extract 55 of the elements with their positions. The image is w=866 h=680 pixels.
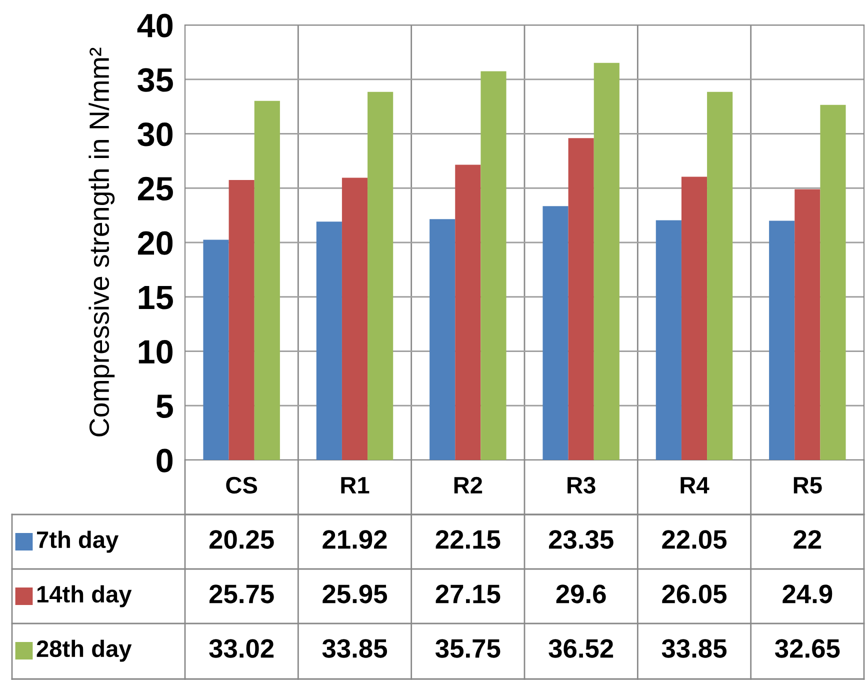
- bar: [455, 164, 481, 460]
- data-label: 21.92: [322, 530, 387, 549]
- y-axis-title: Compressive strength in N/mm²: [88, 48, 115, 436]
- data-label: 27.15: [436, 584, 500, 604]
- data-label: 33.85: [322, 639, 388, 658]
- data-label: 24.9: [782, 584, 832, 604]
- data-label: 35.75: [436, 639, 500, 658]
- bar: [769, 220, 795, 460]
- x-tick-label: R2: [454, 476, 482, 494]
- data-label: 25.75: [209, 584, 274, 604]
- data-label: 20.25: [209, 530, 274, 549]
- legend-label: 28th day: [36, 640, 132, 662]
- bar: [594, 62, 620, 460]
- y-tick-label: 40: [137, 14, 173, 38]
- data-label: 22.05: [662, 530, 727, 549]
- y-tick-label: 5: [156, 394, 173, 418]
- bar: [316, 222, 342, 460]
- bar: [656, 220, 682, 460]
- x-tick-label: R1: [341, 477, 370, 494]
- x-tick-label: R3: [568, 476, 596, 494]
- x-tick-label: CS: [226, 476, 258, 494]
- data-label: 22.15: [436, 530, 500, 549]
- y-tick-label: 15: [138, 286, 173, 310]
- bar: [254, 100, 280, 460]
- bar: [228, 180, 254, 460]
- bar: [794, 189, 820, 460]
- bar: [430, 219, 456, 460]
- y-tick-label: 10: [138, 340, 173, 364]
- data-label: 26.05: [662, 584, 727, 604]
- data-label: 33.85: [662, 639, 727, 658]
- bar: [203, 240, 229, 460]
- bar: [342, 178, 368, 460]
- y-tick-label: 0: [156, 448, 173, 472]
- y-tick-label: 20: [138, 231, 173, 255]
- bar: [480, 71, 506, 460]
- data-label: 22: [794, 530, 822, 549]
- bar: [820, 104, 846, 460]
- data-label: 25.95: [322, 584, 388, 604]
- y-tick-label: 30: [138, 122, 173, 146]
- bar: [707, 92, 733, 460]
- bar: [568, 138, 594, 460]
- y-tick-label: 25: [138, 176, 173, 201]
- legend-label: 7th day: [37, 530, 119, 553]
- data-label: 29.6: [556, 584, 606, 604]
- bar: [368, 92, 394, 460]
- x-tick-label: R5: [794, 477, 822, 494]
- y-tick-label: 35: [138, 68, 173, 92]
- legend-label: 14th day: [37, 585, 132, 608]
- bar: [681, 176, 708, 460]
- x-tick-label: R4: [680, 477, 710, 494]
- data-label: 33.02: [209, 639, 274, 658]
- data-label: 32.65: [775, 639, 840, 658]
- data-label: 36.52: [548, 639, 614, 658]
- data-label: 23.35: [548, 530, 614, 549]
- bar: [542, 206, 568, 460]
